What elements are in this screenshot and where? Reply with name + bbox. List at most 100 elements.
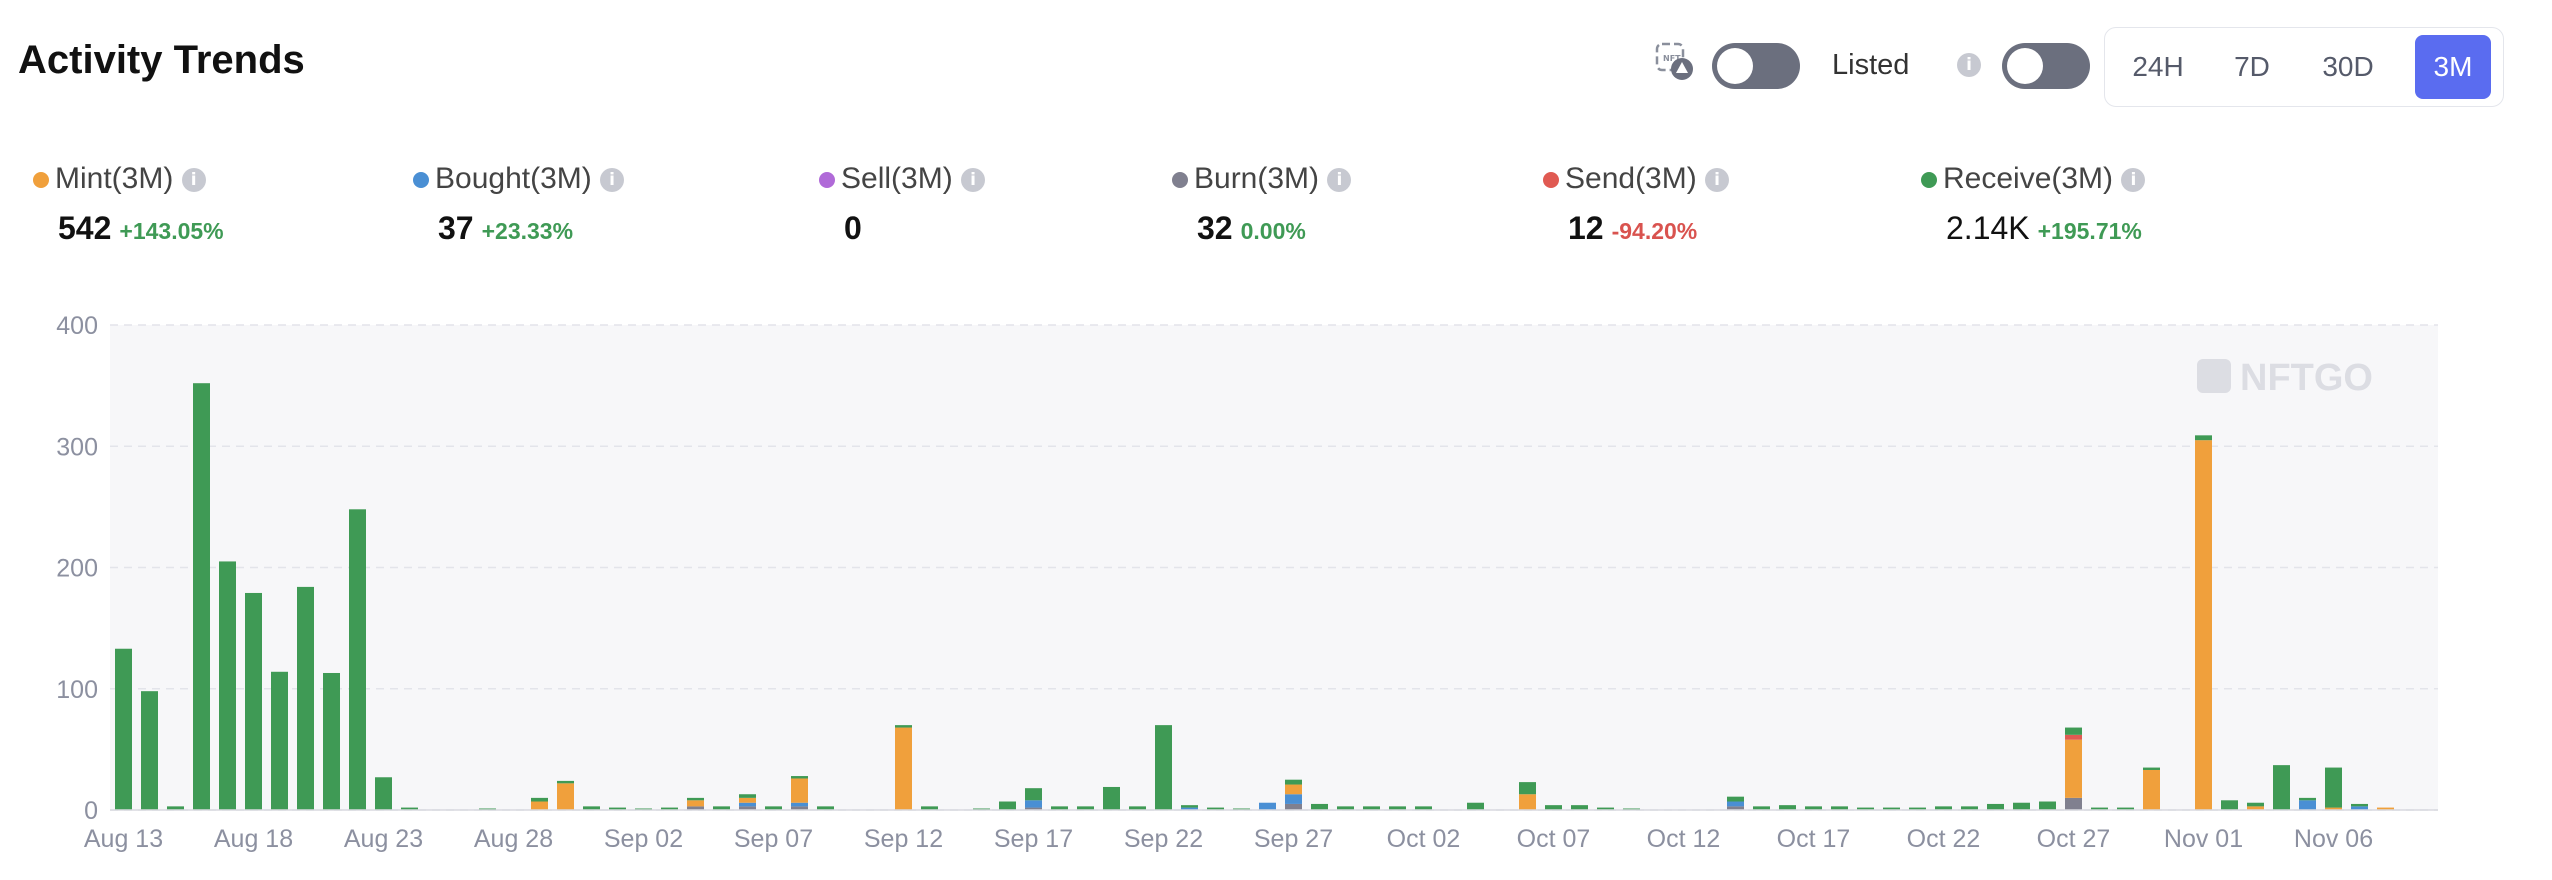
bar-bought	[791, 802, 808, 807]
bar-receive	[1337, 806, 1354, 810]
send-dot-icon	[1543, 172, 1559, 189]
bar-receive	[713, 806, 730, 810]
bar-bought	[1727, 801, 1744, 807]
x-tick-label: Oct 07	[1517, 825, 1591, 853]
bar-receive	[141, 691, 158, 810]
bought-dot-icon	[413, 172, 429, 189]
bar-receive	[895, 725, 912, 728]
bar-mint	[1519, 794, 1536, 810]
bar-receive	[375, 777, 392, 810]
info-icon[interactable]: i	[181, 168, 206, 193]
stat-value: 2.14K	[1946, 210, 2030, 246]
bar-receive	[219, 561, 236, 810]
period-3m-button[interactable]: 3M	[2415, 35, 2491, 99]
bar-receive	[1181, 805, 1198, 808]
bar-receive	[1779, 805, 1796, 810]
bar-mint	[531, 801, 548, 810]
bar-receive	[1545, 805, 1562, 810]
bar-bought	[2299, 800, 2316, 810]
toggle-knob	[1717, 48, 1753, 84]
bar-mint	[739, 797, 756, 803]
bar-receive	[1363, 806, 1380, 810]
stat-label: Bought(3M)	[435, 162, 592, 195]
bar-bought	[739, 802, 756, 807]
watermark-text: NFTGO	[2240, 357, 2373, 399]
x-tick-label: Sep 17	[994, 825, 1073, 853]
x-tick-label: Oct 27	[2037, 825, 2111, 853]
stat-mint: Mint(3M) i 542 +143.05%	[33, 162, 224, 246]
bar-receive	[1805, 806, 1822, 810]
stat-value: 32	[1197, 210, 1233, 246]
info-icon[interactable]: i	[1705, 168, 1730, 193]
stat-label: Send(3M)	[1565, 162, 1697, 195]
stat-label: Receive(3M)	[1943, 162, 2114, 195]
bar-receive	[1753, 806, 1770, 810]
info-icon[interactable]: i	[961, 168, 986, 193]
bar-receive	[1571, 805, 1588, 810]
bar-mint	[2325, 807, 2342, 810]
bar-receive	[2325, 767, 2342, 808]
bar-burn	[791, 806, 808, 810]
x-tick-label: Sep 12	[864, 825, 943, 853]
stat-sell: Sell(3M) i 0	[819, 162, 986, 246]
bar-mint	[557, 783, 574, 810]
bar-mint	[687, 800, 704, 807]
stat-label: Burn(3M)	[1194, 162, 1320, 195]
sell-dot-icon	[819, 172, 835, 189]
x-tick-label: Oct 22	[1907, 825, 1981, 853]
bar-receive	[999, 801, 1016, 810]
x-tick-label: Oct 17	[1777, 825, 1851, 853]
bar-receive	[557, 780, 574, 784]
period-selector: 24H 7D 30D 3M	[2104, 27, 2504, 107]
y-tick-label: 300	[56, 433, 98, 461]
bar-bought	[1025, 800, 1042, 808]
info-icon[interactable]: i	[600, 168, 625, 193]
x-tick-label: Oct 12	[1647, 825, 1721, 853]
bar-burn	[2065, 797, 2082, 810]
bar-receive	[1519, 782, 1536, 795]
info-icon[interactable]: i	[2121, 168, 2146, 193]
bar-receive	[2091, 807, 2108, 810]
stat-value: 0	[844, 210, 862, 246]
bar-bought	[1181, 807, 1198, 810]
listed-toggle[interactable]	[2002, 43, 2090, 89]
x-tick-label: Sep 27	[1254, 825, 1333, 853]
nft-filter-toggle[interactable]	[1712, 43, 1800, 89]
y-tick-label: 400	[56, 312, 98, 340]
bar-receive	[2351, 803, 2368, 807]
nft-filter-icon[interactable]: NFT	[1652, 39, 1696, 83]
bar-receive	[921, 806, 938, 810]
bar-burn	[1025, 807, 1042, 810]
bar-receive	[1311, 803, 1328, 810]
period-7d-button[interactable]: 7D	[2234, 51, 2270, 82]
x-tick-label: Aug 28	[474, 825, 553, 853]
info-icon[interactable]: i	[1957, 53, 1981, 77]
x-tick-label: Nov 06	[2294, 825, 2373, 853]
bar-receive	[1155, 725, 1172, 810]
bar-mint	[2247, 806, 2264, 810]
bar-receive	[1389, 806, 1406, 810]
period-24h-button[interactable]: 24H	[2132, 51, 2184, 82]
stat-change: +143.05%	[119, 218, 224, 244]
bar-bought	[1259, 802, 1276, 810]
bar-receive	[1103, 786, 1120, 810]
bar-receive	[1415, 806, 1432, 810]
bar-receive	[1207, 807, 1224, 810]
info-icon[interactable]: i	[1327, 168, 1352, 193]
period-30d-button[interactable]: 30D	[2322, 51, 2374, 82]
y-tick-label: 100	[56, 676, 98, 704]
bar-receive	[1857, 807, 1874, 810]
bar-receive	[2247, 802, 2264, 807]
bar-receive	[1077, 806, 1094, 810]
bar-receive	[817, 806, 834, 810]
svg-text:NFT: NFT	[1663, 54, 1681, 63]
page-title: Activity Trends	[18, 38, 305, 82]
bar-receive	[1883, 807, 1900, 810]
mint-dot-icon	[33, 172, 49, 189]
x-tick-label: Nov 01	[2164, 825, 2243, 853]
bar-receive	[765, 806, 782, 810]
chart-controls: NFT Listed i 24H 7D 30D 3M	[1652, 27, 2552, 107]
toggle-knob	[2007, 48, 2043, 84]
listed-label: Listed	[1832, 49, 1910, 81]
stat-burn: Burn(3M) i 32 0.00%	[1172, 162, 1352, 246]
